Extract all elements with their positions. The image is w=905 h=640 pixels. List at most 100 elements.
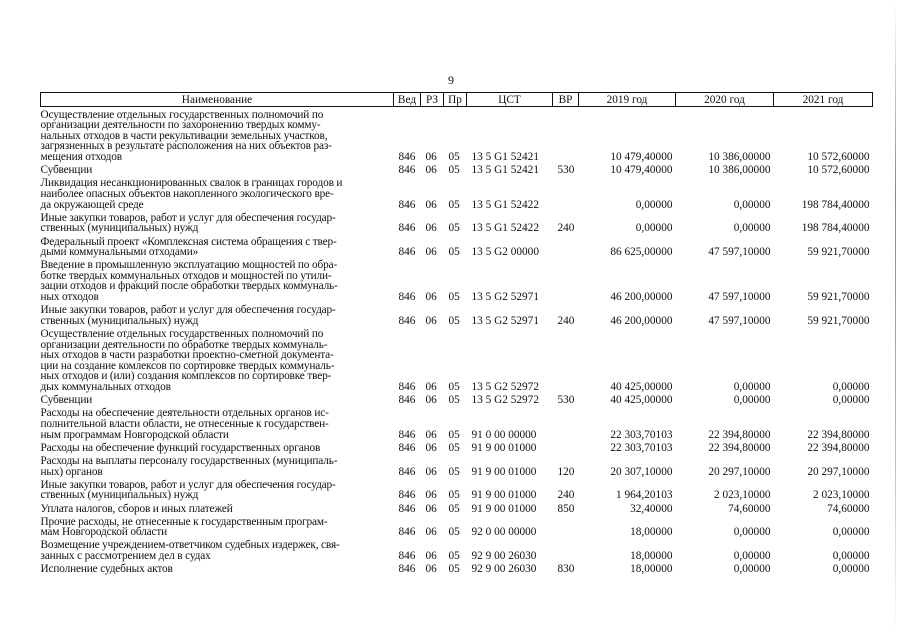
cell-ved: 846 (398, 222, 416, 235)
cell-ved: 846 (398, 526, 416, 539)
cell-vr (553, 234, 579, 258)
cell-pr: 05 (448, 291, 460, 304)
cell-y2021: 59 921,70000 (807, 314, 870, 327)
cell-ved: 846 (398, 314, 416, 327)
table-row: Федеральный проект «Комплексная система … (41, 234, 873, 258)
cell-y2019: 86 625,00000 (610, 246, 673, 259)
cell-vr (553, 176, 579, 210)
cell-cst: 92 9 00 26030 (471, 550, 537, 563)
cell-vr (553, 440, 579, 453)
cell-y2019: 46 200,00000 (610, 314, 673, 327)
cell-rz: 06 (425, 291, 437, 304)
cell-y2019: 18,00000 (630, 550, 673, 563)
cell-pr: 05 (448, 526, 460, 539)
cell-y2019: 40 425,00000 (610, 381, 673, 393)
cell-y2021: 0,00000 (832, 394, 870, 407)
cell-y2021: 10 572,60000 (807, 164, 870, 177)
cell-rz: 06 (425, 502, 437, 515)
cell-ved: 846 (398, 489, 416, 502)
cell-rz: 06 (425, 563, 437, 576)
row-name: Исполнение судебных актов (40, 563, 173, 576)
cell-cst: 13 5 G2 00000 (471, 246, 539, 259)
cell-y2020: 0,00000 (733, 526, 771, 539)
cell-cst: 92 9 00 26030 (471, 563, 537, 576)
row-name: Осуществление отдельных государственных … (40, 108, 332, 163)
budget-table: Наименование Вед РЗ Пр ЦСТ ВР 2019 год 2020 год… (40, 92, 873, 575)
row-name: Уплата налогов, сборов и иных платежей (40, 502, 233, 515)
row-name: Субвенции (40, 164, 93, 177)
table-row: Уплата налогов, сборов и иных платежей 84… (41, 501, 873, 514)
header-2020: 2020 год (675, 92, 774, 107)
cell-cst: 91 9 00 01000 (471, 489, 537, 502)
cell-vr: 240 (557, 222, 575, 235)
cell-y2019: 22 303,70103 (610, 428, 673, 441)
cell-pr: 05 (448, 502, 460, 515)
row-name: Осуществление отдельных государственных … (40, 328, 335, 393)
cell-y2021: 59 921,70000 (807, 246, 870, 259)
row-name: Иные закупки товаров, работ и услуг для … (40, 478, 336, 502)
row-name: Расходы на обеспечение функций государст… (40, 441, 321, 454)
header-rz: РЗ (420, 92, 444, 107)
cell-cst: 13 5 G2 52972 (471, 394, 539, 407)
cell-y2019: 10 479,40000 (610, 164, 673, 177)
cell-rz: 06 (425, 150, 437, 163)
cell-y2021: 198 784,40000 (801, 198, 870, 211)
table-row: Иные закупки товаров, работ и услуг для … (41, 303, 873, 327)
table-row: Иные закупки товаров, работ и услуг для … (41, 477, 873, 501)
cell-pr: 05 (448, 222, 460, 235)
table-row: Иные закупки товаров, работ и услуг для … (41, 210, 873, 234)
cell-y2019: 32,40000 (630, 502, 673, 515)
cell-cst: 13 5 G2 52971 (471, 314, 539, 327)
cell-pr: 05 (448, 428, 460, 441)
cell-rz: 06 (425, 164, 437, 177)
table-row: Расходы на выплаты персоналу государстве… (41, 453, 873, 477)
cell-cst: 13 5 G1 52421 (471, 150, 539, 163)
cell-y2019: 20 307,10000 (610, 465, 673, 478)
cell-vr (553, 514, 579, 538)
cell-y2020: 0,00000 (733, 198, 771, 211)
row-name: Расходы на выплаты персоналу государстве… (40, 454, 338, 478)
row-name: Возмещение учреждением-ответчиком судебн… (40, 539, 340, 563)
cell-y2020: 0,00000 (733, 550, 771, 563)
cell-vr: 530 (557, 394, 575, 407)
cell-y2019: 22 303,70103 (610, 441, 673, 454)
cell-y2020: 0,00000 (733, 394, 771, 407)
cell-y2019: 1 964,20103 (616, 489, 673, 502)
cell-ved: 846 (398, 198, 416, 211)
cell-y2020: 0,00000 (733, 563, 771, 576)
header-cst: ЦСТ (466, 92, 553, 107)
cell-ved: 846 (398, 164, 416, 177)
cell-ved: 846 (398, 441, 416, 454)
cell-y2021: 0,00000 (832, 526, 870, 539)
row-name: Введение в промышленную эксплуатацию мощ… (40, 259, 338, 304)
cell-y2021: 22 394,80000 (807, 441, 870, 454)
cell-y2020: 22 394,80000 (708, 428, 771, 441)
cell-pr: 05 (448, 381, 460, 393)
table-body: Осуществление отдельных государственных … (41, 107, 873, 575)
table-row: Расходы на обеспечение деятельности отде… (41, 406, 873, 441)
cell-pr: 05 (448, 441, 460, 454)
cell-rz: 06 (425, 381, 437, 393)
cell-rz: 06 (425, 394, 437, 407)
cell-pr: 05 (448, 314, 460, 327)
cell-ved: 846 (398, 502, 416, 515)
table-row: Введение в промышленную эксплуатацию мощ… (41, 258, 873, 303)
table-row: Осуществление отдельных государственных … (41, 107, 873, 163)
cell-vr: 240 (557, 489, 575, 502)
cell-ved: 846 (398, 150, 416, 163)
cell-y2020: 0,00000 (733, 222, 771, 235)
cell-pr: 05 (448, 489, 460, 502)
table-row: Осуществление отдельных государственных … (41, 326, 873, 392)
cell-ved: 846 (398, 563, 416, 576)
cell-cst: 91 9 00 01000 (471, 441, 537, 454)
cell-y2020: 22 394,80000 (708, 441, 771, 454)
cell-y2020: 10 386,00000 (708, 164, 771, 177)
header-pr: Пр (443, 92, 467, 107)
cell-rz: 06 (425, 526, 437, 539)
cell-vr (553, 406, 579, 440)
cell-vr: 240 (557, 314, 575, 327)
cell-vr (553, 538, 579, 562)
cell-rz: 06 (425, 441, 437, 454)
table-row: Ликвидация несанкционированных свалок в … (41, 176, 873, 211)
scan-edge (895, 0, 896, 640)
